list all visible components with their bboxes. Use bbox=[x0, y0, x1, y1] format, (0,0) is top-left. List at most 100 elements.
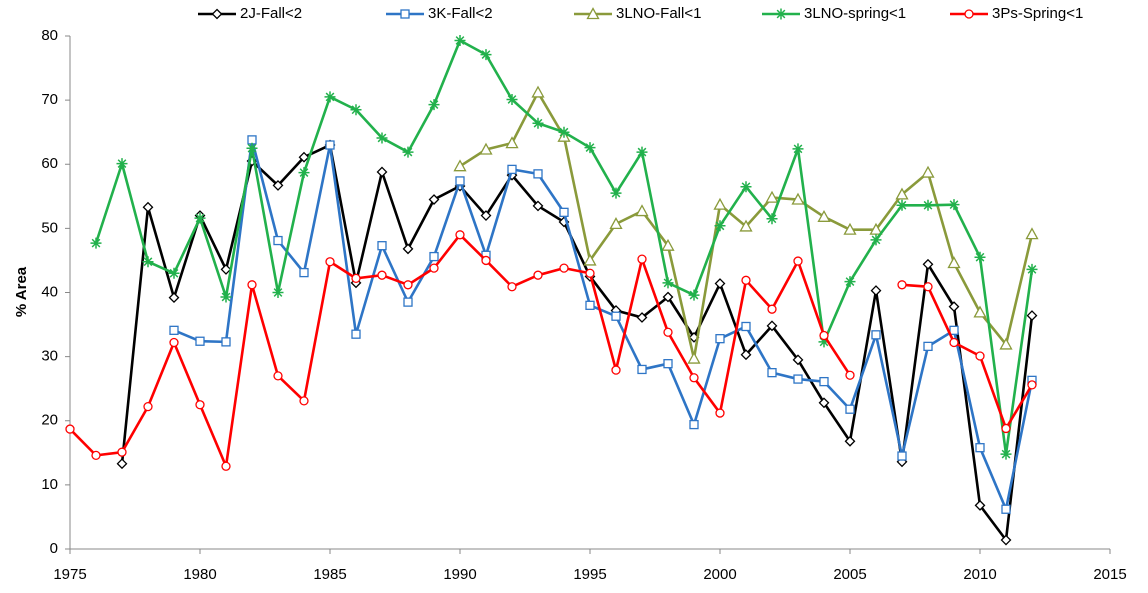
marker bbox=[791, 192, 805, 205]
marker bbox=[689, 419, 699, 430]
marker bbox=[1000, 534, 1012, 546]
marker bbox=[793, 256, 803, 266]
marker bbox=[714, 220, 726, 232]
marker bbox=[663, 359, 673, 369]
marker bbox=[194, 212, 206, 224]
marker bbox=[948, 301, 960, 313]
marker bbox=[377, 270, 387, 280]
marker bbox=[1001, 504, 1011, 514]
marker bbox=[845, 370, 855, 380]
marker bbox=[740, 349, 752, 361]
marker bbox=[818, 336, 830, 348]
marker bbox=[1025, 227, 1039, 240]
marker bbox=[532, 117, 544, 129]
marker bbox=[325, 257, 335, 267]
marker bbox=[402, 243, 414, 255]
marker bbox=[480, 210, 492, 221]
marker bbox=[1000, 448, 1012, 460]
marker bbox=[949, 337, 959, 348]
marker bbox=[350, 104, 362, 116]
marker bbox=[221, 337, 231, 347]
marker bbox=[923, 341, 933, 352]
marker bbox=[637, 254, 647, 264]
marker bbox=[195, 336, 205, 346]
marker bbox=[584, 142, 596, 154]
marker bbox=[143, 401, 153, 412]
marker bbox=[714, 278, 726, 289]
marker bbox=[1027, 380, 1037, 390]
marker bbox=[533, 270, 543, 280]
marker bbox=[377, 241, 387, 251]
marker bbox=[117, 447, 127, 457]
x-tick-label: 2015 bbox=[1093, 566, 1126, 583]
marker bbox=[90, 237, 102, 249]
marker bbox=[585, 300, 595, 310]
marker bbox=[273, 235, 283, 246]
y-tick-label: 30 bbox=[41, 348, 58, 365]
marker bbox=[922, 199, 934, 211]
marker bbox=[637, 364, 647, 375]
marker bbox=[65, 424, 75, 434]
marker bbox=[481, 255, 491, 266]
marker bbox=[376, 132, 388, 144]
marker bbox=[765, 190, 779, 203]
marker bbox=[142, 201, 154, 213]
legend-marker bbox=[964, 9, 974, 19]
marker bbox=[429, 251, 439, 262]
marker bbox=[168, 292, 180, 304]
marker bbox=[947, 256, 961, 269]
x-tick-label: 2005 bbox=[833, 566, 866, 583]
marker bbox=[688, 289, 700, 301]
marker bbox=[298, 151, 310, 163]
y-tick-label: 20 bbox=[41, 412, 58, 429]
marker bbox=[454, 34, 466, 46]
marker bbox=[739, 219, 753, 232]
marker bbox=[507, 282, 517, 292]
marker bbox=[663, 327, 673, 337]
y-tick-label: 40 bbox=[41, 283, 58, 300]
marker bbox=[429, 263, 439, 273]
marker bbox=[351, 329, 361, 339]
marker bbox=[220, 263, 232, 275]
marker bbox=[455, 230, 465, 240]
legend-marker bbox=[586, 7, 600, 20]
marker bbox=[479, 142, 493, 155]
marker bbox=[662, 277, 674, 289]
marker bbox=[897, 451, 907, 461]
marker bbox=[715, 334, 725, 344]
marker bbox=[583, 253, 597, 266]
marker bbox=[973, 305, 987, 318]
marker bbox=[817, 209, 831, 222]
marker bbox=[505, 136, 519, 149]
legend-item: 2J-Fall<2 bbox=[198, 5, 302, 22]
marker bbox=[766, 320, 778, 332]
legend-item: 3K-Fall<2 bbox=[386, 5, 493, 22]
marker bbox=[610, 187, 622, 199]
marker bbox=[741, 321, 751, 332]
marker bbox=[558, 126, 570, 138]
marker bbox=[687, 351, 701, 364]
x-tick-label: 2000 bbox=[703, 566, 736, 583]
marker bbox=[403, 297, 413, 307]
marker bbox=[870, 234, 882, 246]
marker bbox=[507, 164, 517, 175]
marker bbox=[247, 135, 257, 145]
marker bbox=[715, 408, 725, 418]
marker bbox=[220, 291, 232, 303]
marker bbox=[713, 197, 727, 210]
marker bbox=[403, 280, 413, 290]
legend-label: 3Ps-Spring<1 bbox=[992, 5, 1083, 22]
marker bbox=[246, 142, 258, 154]
marker bbox=[116, 158, 128, 170]
series-line bbox=[173, 138, 1034, 511]
marker bbox=[1026, 263, 1038, 275]
marker bbox=[1026, 310, 1038, 322]
x-tick-label: 2010 bbox=[963, 566, 996, 583]
marker bbox=[792, 143, 804, 155]
x-tick-label: 1985 bbox=[313, 566, 346, 583]
legend-label: 3LNO-Fall<1 bbox=[616, 5, 701, 22]
marker bbox=[195, 400, 205, 410]
marker bbox=[844, 435, 856, 447]
marker bbox=[480, 49, 492, 61]
